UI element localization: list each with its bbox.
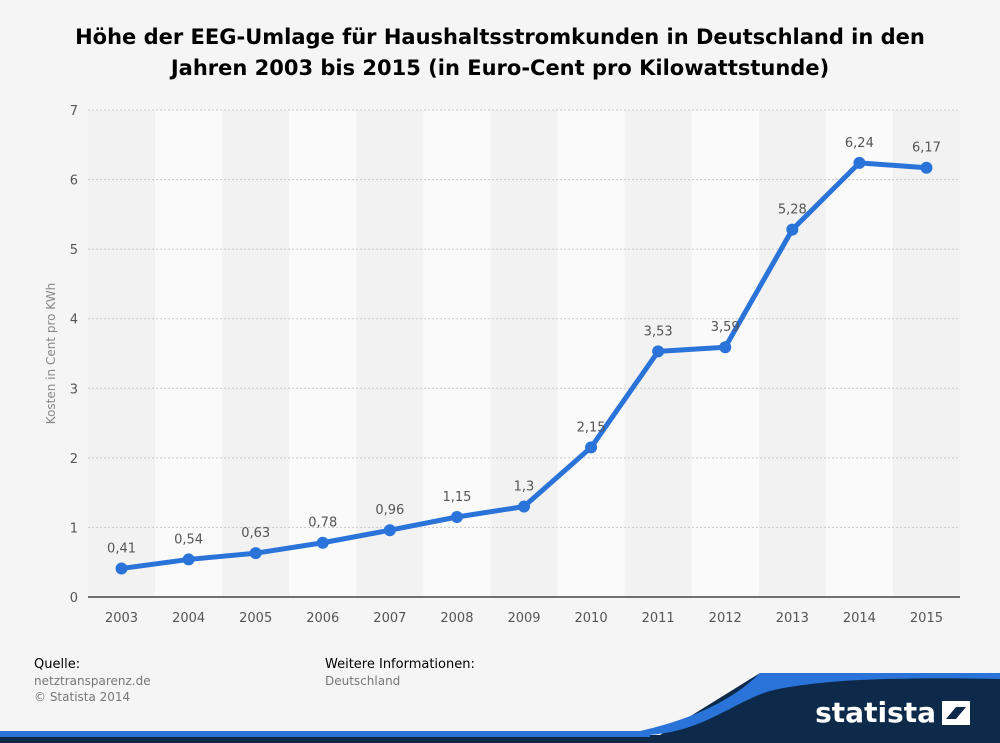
x-tick-label: 2008 (440, 611, 473, 626)
x-tick-label: 2007 (373, 611, 406, 626)
data-point[interactable] (786, 223, 799, 236)
column-band (691, 110, 759, 597)
brand-swoosh (0, 673, 1000, 743)
column-band (88, 110, 156, 597)
data-label: 6,17 (912, 141, 941, 156)
source-link[interactable]: netztransparenz.de (34, 674, 151, 688)
data-label: 3,59 (711, 320, 740, 335)
y-tick-label: 0 (70, 591, 78, 606)
y-tick-label: 7 (70, 104, 78, 119)
copyright: © Statista 2014 (34, 690, 131, 704)
statista-logo-text[interactable]: statista (815, 696, 936, 729)
column-bands (88, 110, 960, 597)
data-point[interactable] (518, 500, 530, 513)
data-point[interactable] (182, 553, 195, 566)
y-axis-ticks: 0 1 2 3 4 5 6 7 (70, 104, 78, 606)
data-point[interactable] (652, 345, 665, 358)
data-label: 1,3 (514, 480, 535, 495)
data-point[interactable] (450, 510, 463, 523)
column-band (490, 110, 558, 597)
x-tick-label: 2015 (910, 611, 943, 626)
y-axis-label: Kosten in Cent pro KWh (44, 283, 58, 424)
y-tick-label: 4 (70, 313, 78, 328)
y-tick-label: 6 (70, 174, 78, 189)
x-tick-label: 2013 (776, 611, 809, 626)
column-band (557, 110, 625, 597)
x-tick-label: 2014 (843, 611, 876, 626)
data-label: 1,15 (442, 490, 471, 505)
info-region: Deutschland (325, 674, 401, 688)
y-tick-label: 2 (70, 452, 78, 467)
x-tick-label: 2005 (239, 611, 272, 626)
data-label: 0,96 (375, 503, 404, 518)
statista-logo-icon (942, 701, 970, 725)
y-tick-label: 3 (70, 382, 78, 397)
column-band (825, 110, 893, 597)
source-block: Quelle: netztransparenz.de © Statista 20… (34, 657, 151, 705)
data-label: 3,53 (644, 324, 673, 339)
x-tick-label: 2006 (306, 611, 339, 626)
chart-title: Höhe der EEG-Umlage für Haushaltsstromku… (75, 25, 925, 80)
data-label: 0,54 (174, 532, 203, 547)
y-tick-label: 1 (70, 521, 78, 536)
data-point[interactable] (316, 536, 329, 549)
y-tick-label: 5 (70, 243, 78, 258)
data-point[interactable] (383, 524, 396, 537)
source-heading: Quelle: (34, 657, 81, 672)
data-point[interactable] (249, 547, 262, 560)
data-label: 5,28 (778, 203, 807, 218)
column-band (289, 110, 357, 597)
x-axis-ticks: 2003 2004 2005 2006 2007 2008 2009 2010 2011 2012… (105, 611, 943, 626)
brand-banner: statista (0, 673, 1000, 743)
x-tick-label: 2012 (709, 611, 742, 626)
data-point[interactable] (115, 562, 128, 575)
x-tick-label: 2009 (507, 611, 540, 626)
data-label: 0,41 (107, 541, 136, 556)
data-label: 0,63 (241, 526, 270, 541)
x-tick-label: 2004 (172, 611, 205, 626)
x-tick-label: 2003 (105, 611, 138, 626)
column-band (758, 110, 826, 597)
data-label: 0,78 (308, 516, 337, 531)
data-point[interactable] (853, 156, 866, 169)
data-labels: 0,41 0,54 0,63 0,78 0,96 1,15 1,3 2,15 3,53 3,59 5… (107, 136, 941, 557)
data-label: 6,24 (845, 136, 874, 151)
column-band (155, 110, 223, 597)
data-label: 2,15 (577, 420, 606, 435)
x-tick-label: 2011 (642, 611, 675, 626)
data-point[interactable] (585, 441, 598, 454)
data-point[interactable] (920, 161, 933, 174)
column-band (222, 110, 290, 597)
info-heading: Weitere Informationen: (325, 657, 475, 672)
column-band (356, 110, 424, 597)
info-block: Weitere Informationen: Deutschland (325, 657, 475, 689)
x-tick-label: 2010 (575, 611, 608, 626)
data-point[interactable] (719, 341, 732, 354)
grid-lines (88, 109, 960, 528)
data-points (115, 156, 933, 575)
column-band (892, 110, 960, 597)
